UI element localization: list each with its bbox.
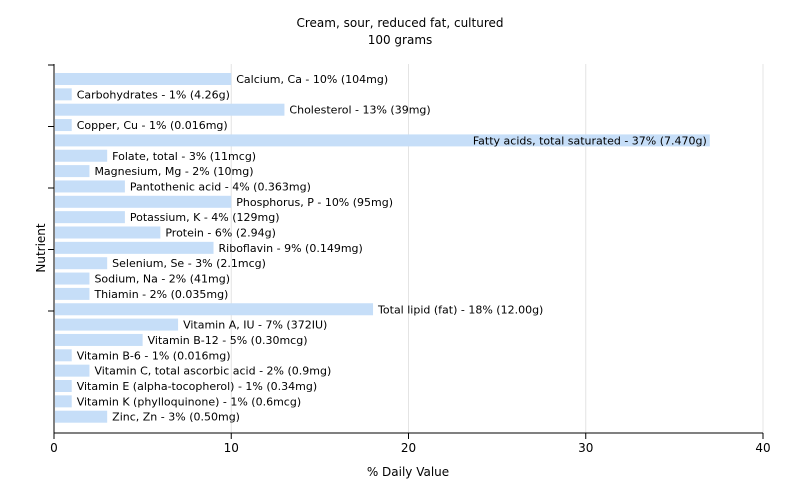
bar: [55, 88, 72, 101]
bar: [55, 165, 90, 178]
bar: [55, 149, 108, 162]
bar-data-label: Magnesium, Mg - 2% (10mg): [94, 165, 253, 178]
bar: [55, 272, 90, 285]
bar-data-label: Fatty acids, total saturated - 37% (7.47…: [473, 134, 707, 147]
bar-data-label: Phosphorus, P - 10% (95mg): [236, 196, 393, 209]
bar-data-label: Vitamin B-6 - 1% (0.016mg): [77, 349, 231, 362]
bar: [55, 241, 214, 254]
x-tick-label: 30: [578, 441, 593, 455]
bar-data-label: Pantothenic acid - 4% (0.363mg): [130, 180, 311, 193]
bar: [55, 226, 161, 239]
bar: [55, 349, 72, 362]
x-axis-label: % Daily Value: [367, 465, 449, 479]
axes: 0 10 20 30 40: [48, 64, 771, 455]
bar-data-label: Vitamin C, total ascorbic acid - 2% (0.9…: [94, 365, 331, 378]
bar-data-label: Vitamin B-12 - 5% (0.30mcg): [148, 334, 308, 347]
bar-data-label: Selenium, Se - 3% (2.1mcg): [112, 257, 266, 270]
bar-data-label: Calcium, Ca - 10% (104mg): [236, 73, 388, 86]
bar-data-label: Sodium, Na - 2% (41mg): [94, 273, 230, 286]
bar: [55, 73, 232, 85]
bar: [55, 333, 143, 346]
bar-data-label: Vitamin E (alpha-tocopherol) - 1% (0.34m…: [77, 380, 317, 393]
x-tick-label: 10: [224, 441, 239, 455]
bar-data-label: Zinc, Zn - 3% (0.50mg): [112, 411, 240, 424]
bar: [55, 364, 90, 377]
bar: [55, 180, 125, 193]
bar-data-label: Folate, total - 3% (11mcg): [112, 150, 256, 163]
chart-title: Cream, sour, reduced fat, cultured: [297, 16, 504, 30]
bar: [55, 211, 125, 224]
bar: [55, 318, 179, 331]
grid-lines: [230, 64, 764, 433]
bar-data-label: Protein - 6% (2.94g): [165, 227, 276, 240]
x-tick-label: 40: [755, 441, 770, 455]
bar-data-label: Thiamin - 2% (0.035mg): [93, 288, 228, 301]
bars: Calcium, Ca - 10% (104mg) Carbohydrates -…: [55, 73, 710, 424]
bar: [55, 395, 72, 408]
bar-data-label: Cholesterol - 13% (39mg): [289, 104, 430, 117]
bar: [55, 119, 72, 132]
bar: [55, 134, 710, 147]
bar: [55, 287, 90, 300]
bar: [55, 380, 72, 392]
bar-data-label: Potassium, K - 4% (129mg): [130, 211, 280, 224]
x-tick-label: 0: [50, 441, 58, 455]
bar-data-label: Carbohydrates - 1% (4.26g): [77, 88, 230, 101]
x-tick-label: 20: [401, 441, 416, 455]
bar-data-label: Vitamin K (phylloquinone) - 1% (0.6mcg): [77, 395, 301, 408]
bar: [55, 303, 374, 316]
y-axis-label: Nutrient: [34, 223, 48, 273]
bar: [55, 257, 108, 270]
bar: [55, 195, 232, 208]
bar-data-label: Riboflavin - 9% (0.149mg): [219, 242, 363, 255]
chart-subtitle: 100 grams: [368, 33, 433, 47]
bar: [55, 103, 285, 116]
bar-data-label: Total lipid (fat) - 18% (12.00g): [377, 303, 543, 316]
bar: [55, 410, 108, 423]
bar-data-label: Vitamin A, IU - 7% (372IU): [183, 319, 327, 332]
bar-data-label: Copper, Cu - 1% (0.016mg): [77, 119, 228, 132]
